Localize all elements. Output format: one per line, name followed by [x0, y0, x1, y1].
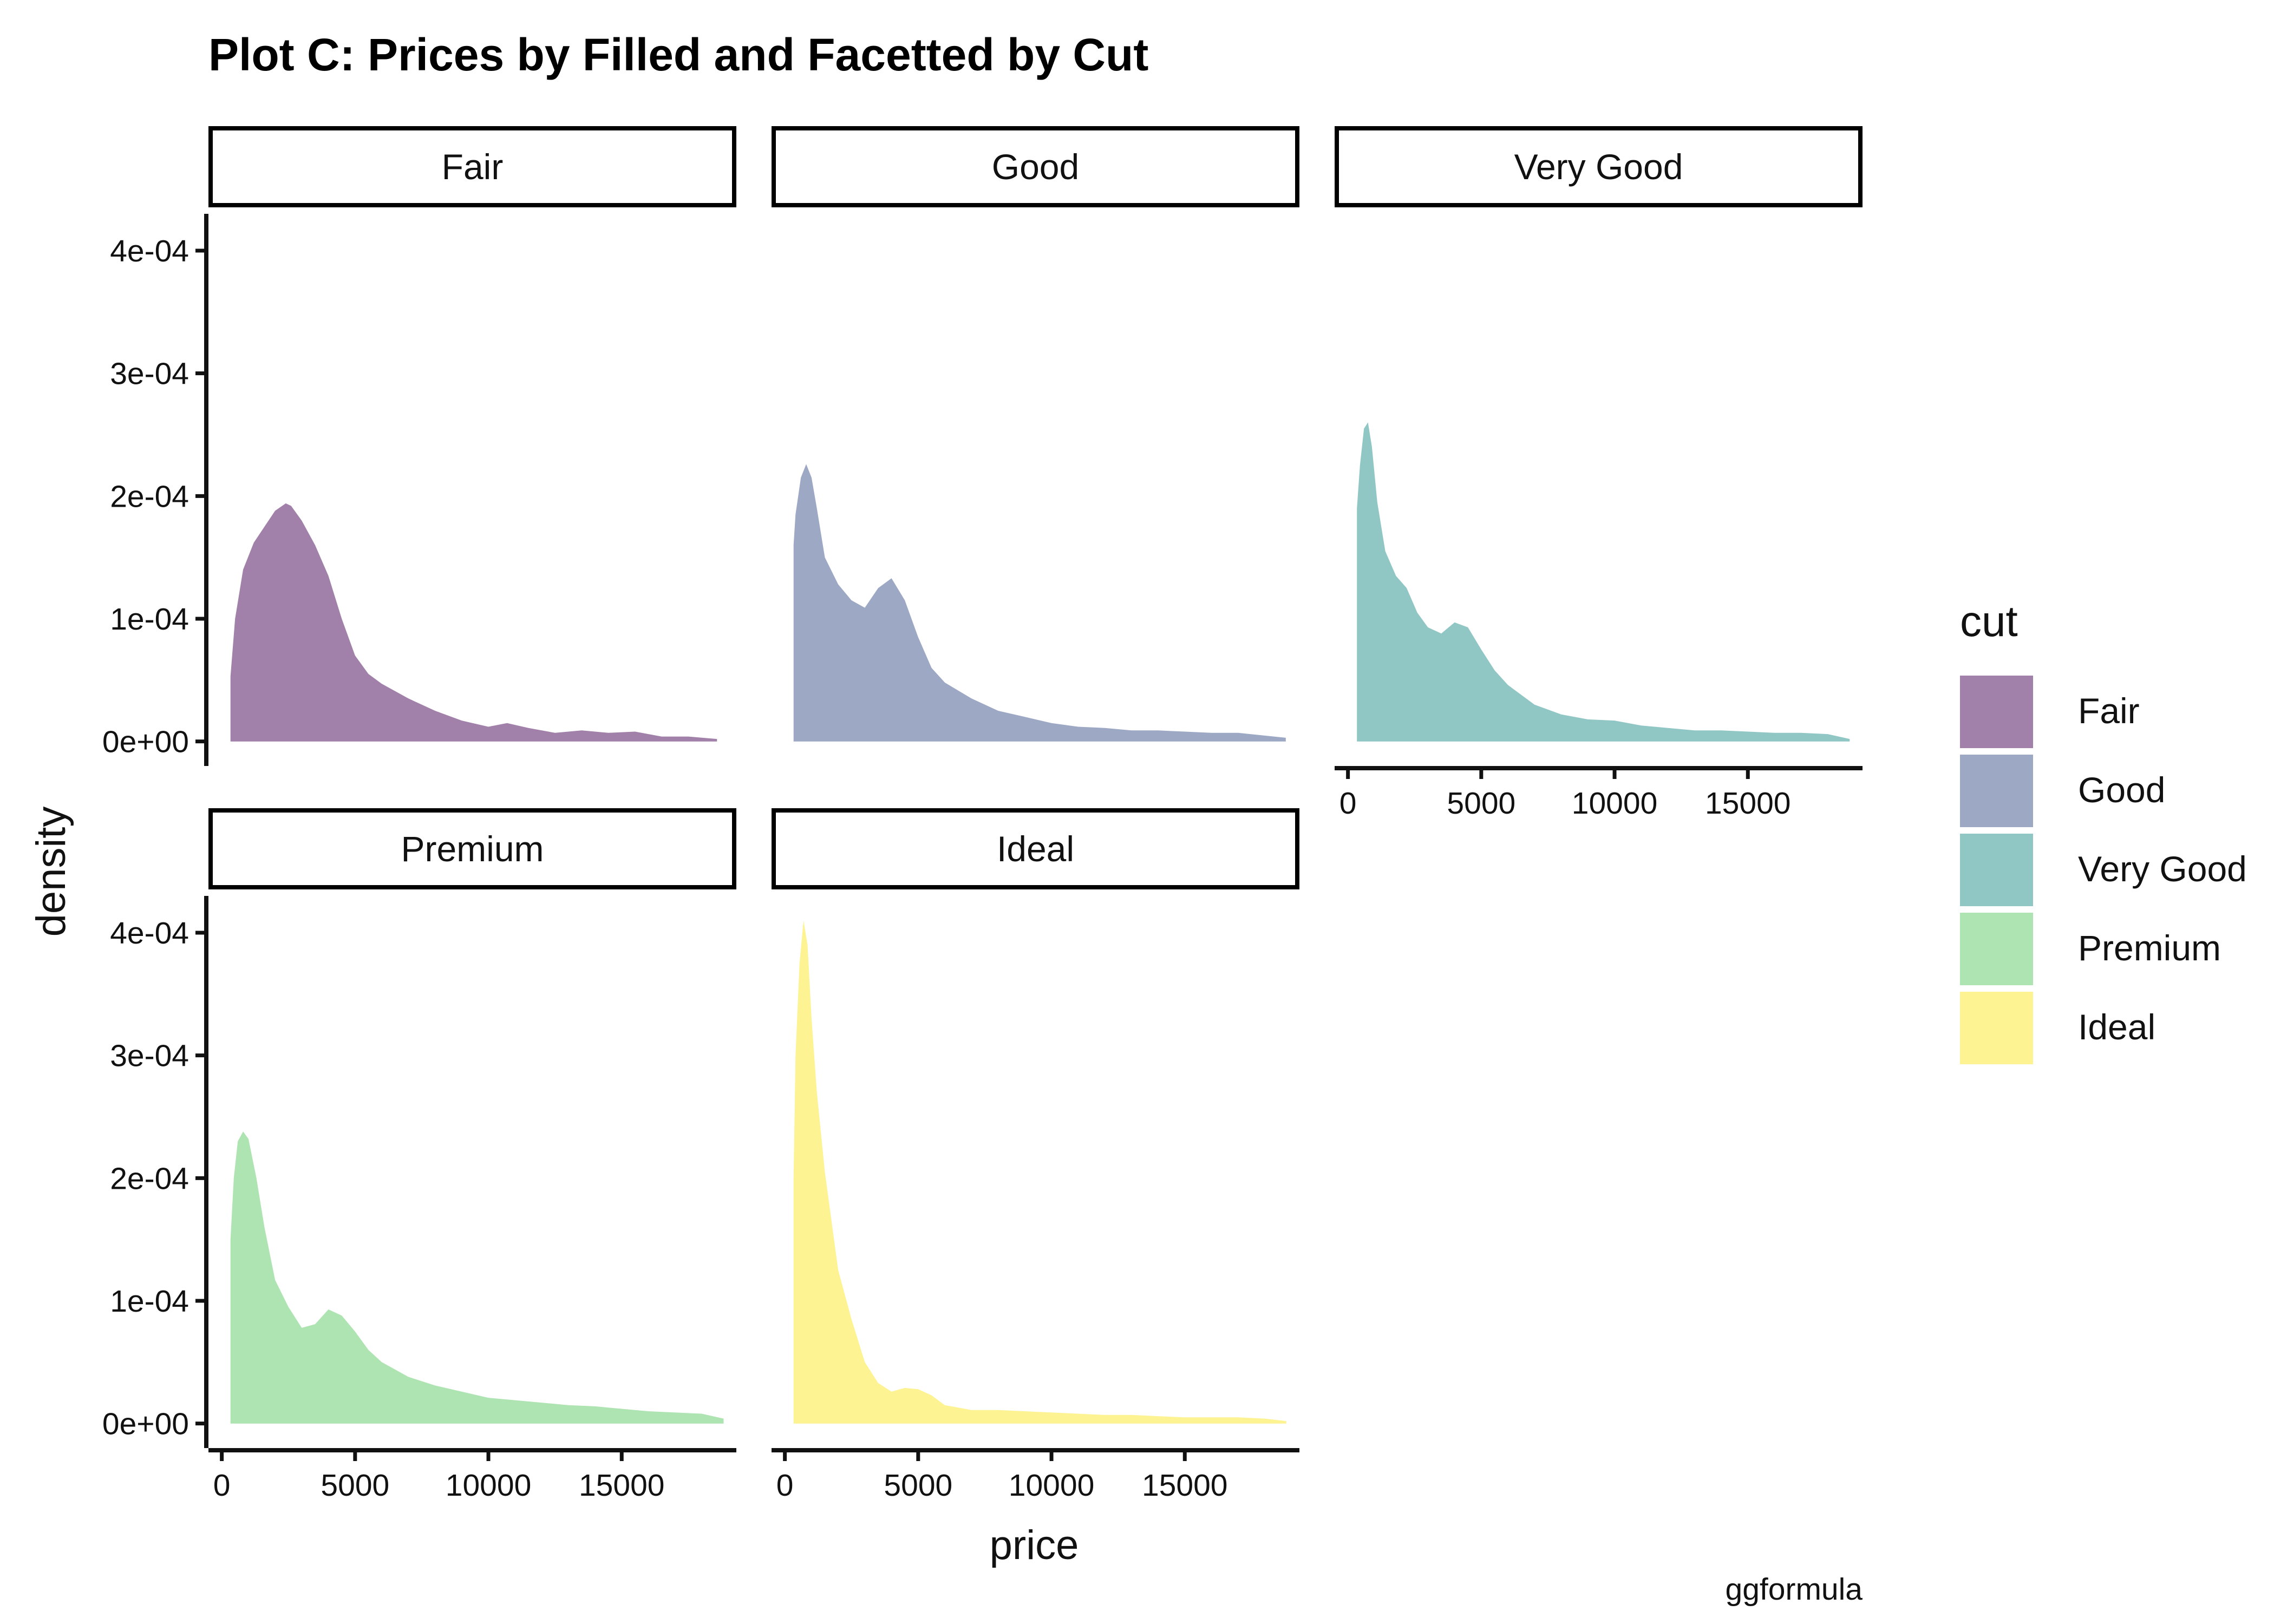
density-area-very-good: [1357, 422, 1850, 742]
facet-panels: Fair 0e+00 1e-04 2e-04 3e-04 4e-04 Good Very Go…: [102, 126, 1863, 1503]
strip-label-ideal: Ideal: [997, 829, 1074, 869]
x-tick-label-very-good-0: 0: [1339, 786, 1357, 821]
x-axis-title: price: [990, 1522, 1079, 1568]
legend-label-good: Good: [2078, 770, 2165, 810]
legend-key-very-good: [1960, 834, 2033, 906]
x-tick-label-premium-0: 0: [213, 1468, 231, 1503]
y-tick-label-fair-1: 1e-04: [110, 602, 189, 637]
chart-caption: ggformula: [1726, 1572, 1863, 1607]
x-tick-label-very-good-1: 5000: [1447, 786, 1515, 821]
panel-very-good: Very Good 0 5000 10000 15000: [1335, 126, 1863, 821]
strip-box-good: [772, 126, 1299, 207]
x-tick-label-ideal-3: 15000: [1142, 1468, 1228, 1503]
y-tick-label-fair-3: 3e-04: [110, 357, 189, 391]
legend-key-good: [1960, 755, 2033, 827]
strip-label-very-good: Very Good: [1514, 147, 1683, 187]
y-tick-label-premium-3: 3e-04: [110, 1039, 189, 1073]
strip-box-very-good: [1335, 126, 1863, 207]
x-tick-label-premium-1: 5000: [321, 1468, 389, 1503]
y-tick-label-premium-1: 1e-04: [110, 1284, 189, 1319]
strip-box-ideal: [772, 808, 1299, 889]
density-area-premium: [230, 1131, 724, 1424]
y-axis-title: density: [28, 807, 74, 937]
legend-key-fair: [1960, 676, 2033, 748]
panel-ideal: Ideal 0 5000 10000 15000: [772, 808, 1299, 1503]
x-tick-label-ideal-0: 0: [776, 1468, 794, 1503]
strip-box-premium: [208, 808, 736, 889]
legend-title: cut: [1960, 597, 2018, 645]
x-tick-label-very-good-3: 15000: [1705, 786, 1791, 821]
y-tick-label-fair-4: 4e-04: [110, 234, 189, 269]
x-tick-label-very-good-2: 10000: [1572, 786, 1658, 821]
y-tick-label-fair-2: 2e-04: [110, 479, 189, 514]
legend-label-fair: Fair: [2078, 691, 2140, 731]
x-tick-label-ideal-2: 10000: [1009, 1468, 1095, 1503]
legend: cut Fair Good Very Good Premium Ideal: [1960, 597, 2247, 1064]
density-area-good: [793, 464, 1286, 742]
y-tick-label-premium-0: 0e+00: [102, 1407, 189, 1442]
density-area-fair: [230, 503, 717, 742]
legend-label-ideal: Ideal: [2078, 1007, 2155, 1047]
strip-label-good: Good: [992, 147, 1079, 187]
x-tick-label-premium-3: 15000: [579, 1468, 665, 1503]
density-area-ideal: [793, 920, 1286, 1424]
x-tick-label-ideal-1: 5000: [884, 1468, 952, 1503]
legend-key-premium: [1960, 913, 2033, 985]
y-tick-label-premium-2: 2e-04: [110, 1161, 189, 1196]
y-tick-label-fair-0: 0e+00: [102, 725, 189, 759]
strip-label-premium: Premium: [401, 829, 544, 869]
panel-good: Good: [772, 126, 1299, 742]
x-tick-label-premium-2: 10000: [446, 1468, 532, 1503]
legend-label-very-good: Very Good: [2078, 849, 2247, 889]
chart-title: Plot C: Prices by Filled and Facetted by…: [208, 29, 1148, 80]
legend-label-premium: Premium: [2078, 928, 2221, 968]
legend-key-ideal: [1960, 992, 2033, 1064]
strip-box-fair: [208, 126, 736, 207]
strip-label-fair: Fair: [442, 147, 504, 187]
panel-fair: Fair 0e+00 1e-04 2e-04 3e-04 4e-04: [102, 126, 736, 766]
y-tick-label-premium-4: 4e-04: [110, 916, 189, 951]
panel-premium: Premium 0e+00 1e-04 2e-04 3e-04 4e-04 0 5000 100…: [102, 808, 736, 1503]
